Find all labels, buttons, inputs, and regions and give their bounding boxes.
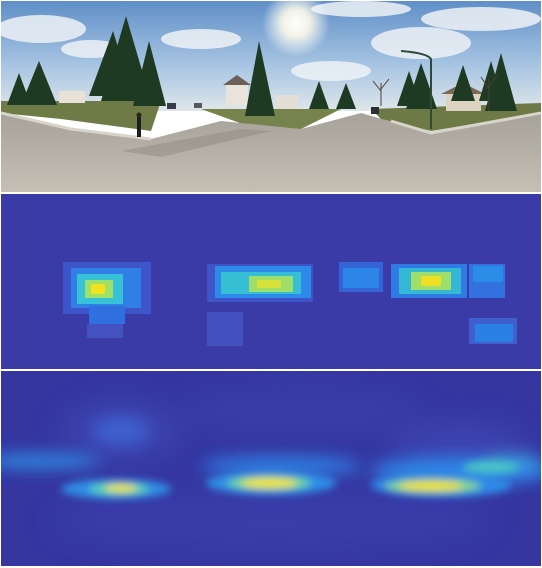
house	[59, 91, 85, 103]
fine-saliency-map	[1, 371, 541, 566]
bare-trees	[372, 74, 498, 111]
lawn-center	[201, 109, 341, 129]
house	[276, 95, 298, 109]
fine-hotspot-center	[206, 471, 336, 495]
clouds	[1, 1, 541, 81]
car	[167, 103, 176, 109]
car	[371, 107, 379, 114]
panorama-scene	[1, 1, 541, 192]
street-light	[400, 50, 432, 129]
car	[194, 103, 202, 108]
coarse-blob-center	[207, 264, 313, 346]
pedestrian	[137, 117, 141, 137]
coarse-heatmap	[1, 194, 541, 369]
lawn-left	[1, 101, 161, 131]
coarse-blob-right	[339, 262, 517, 344]
street-panorama-photo	[1, 1, 541, 192]
tree-shadow	[121, 129, 271, 157]
fine-hotspot-left	[61, 479, 171, 499]
coarse-blob-left	[63, 262, 151, 338]
coarse-saliency-map	[1, 194, 541, 369]
road	[1, 113, 541, 192]
trees	[7, 16, 517, 116]
horizon-band	[1, 417, 541, 485]
fine-hotspot-right	[371, 461, 519, 497]
house	[226, 84, 248, 106]
sun	[262, 1, 330, 57]
fine-heatmap	[1, 371, 541, 566]
